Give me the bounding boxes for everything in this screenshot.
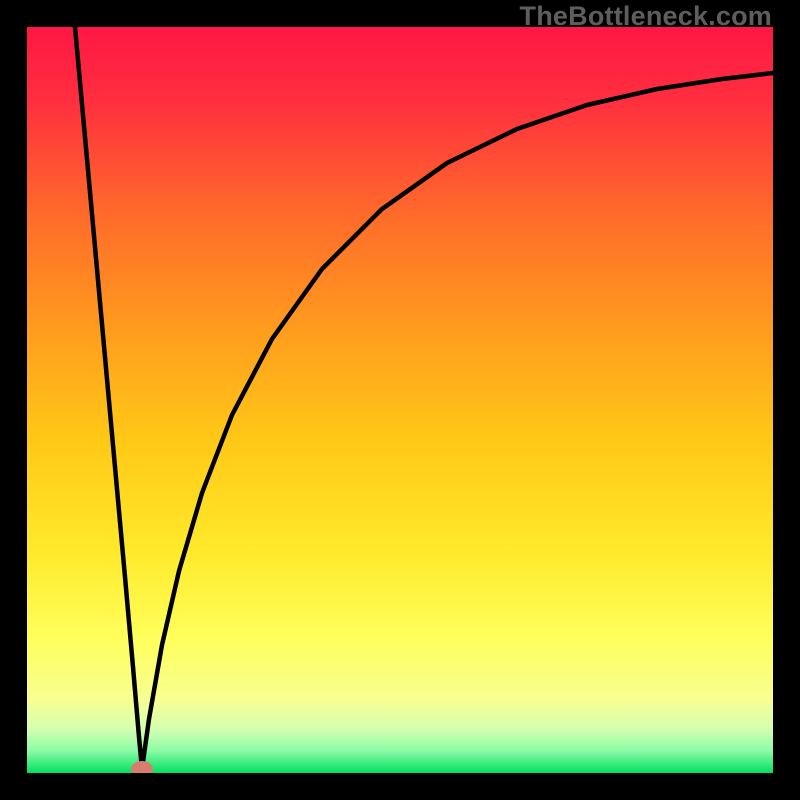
chart-root: TheBottleneck.com: [0, 0, 800, 800]
cusp-marker: [27, 27, 773, 773]
plot-area: [27, 27, 773, 773]
watermark-text: TheBottleneck.com: [520, 1, 772, 32]
